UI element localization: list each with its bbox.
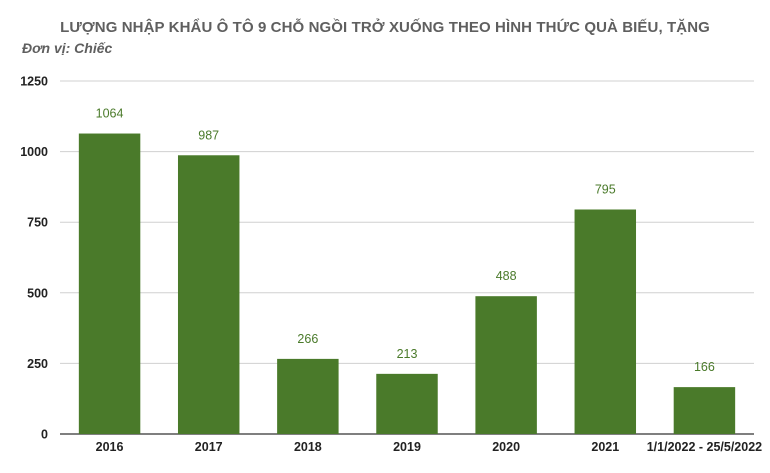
data-label: 213	[397, 347, 418, 361]
bar	[177, 155, 240, 435]
data-label: 795	[595, 182, 616, 196]
bar	[475, 296, 537, 434]
bar	[673, 387, 736, 434]
x-tick-label: 2017	[195, 440, 223, 454]
x-tick-label: 2016	[96, 440, 124, 454]
data-label: 1064	[96, 107, 124, 121]
y-tick-label: 750	[27, 216, 48, 230]
bar	[574, 209, 637, 434]
bar	[78, 133, 141, 434]
data-label: 987	[198, 128, 219, 142]
x-tick-label: 2021	[591, 440, 619, 454]
x-tick-label: 2019	[393, 440, 421, 454]
y-tick-label: 1250	[20, 75, 48, 89]
x-tick-label: 2018	[294, 440, 322, 454]
y-tick-label: 250	[27, 357, 48, 371]
chart-unit-subtitle: Đơn vị: Chiếc	[22, 40, 113, 56]
y-tick-label: 500	[27, 286, 48, 300]
chart-title: LƯỢNG NHẬP KHẨU Ô TÔ 9 CHỖ NGỒI TRỞ XUỐN…	[60, 19, 710, 36]
data-label: 166	[694, 360, 715, 374]
bar	[277, 358, 339, 434]
bar	[376, 373, 438, 434]
y-tick-label: 0	[41, 428, 48, 442]
y-tick-label: 1000	[20, 145, 48, 159]
data-label: 266	[297, 332, 318, 346]
data-label: 488	[496, 269, 517, 283]
x-tick-label: 2020	[492, 440, 520, 454]
x-tick-label: 1/1/2022 - 25/5/2022	[647, 440, 762, 454]
